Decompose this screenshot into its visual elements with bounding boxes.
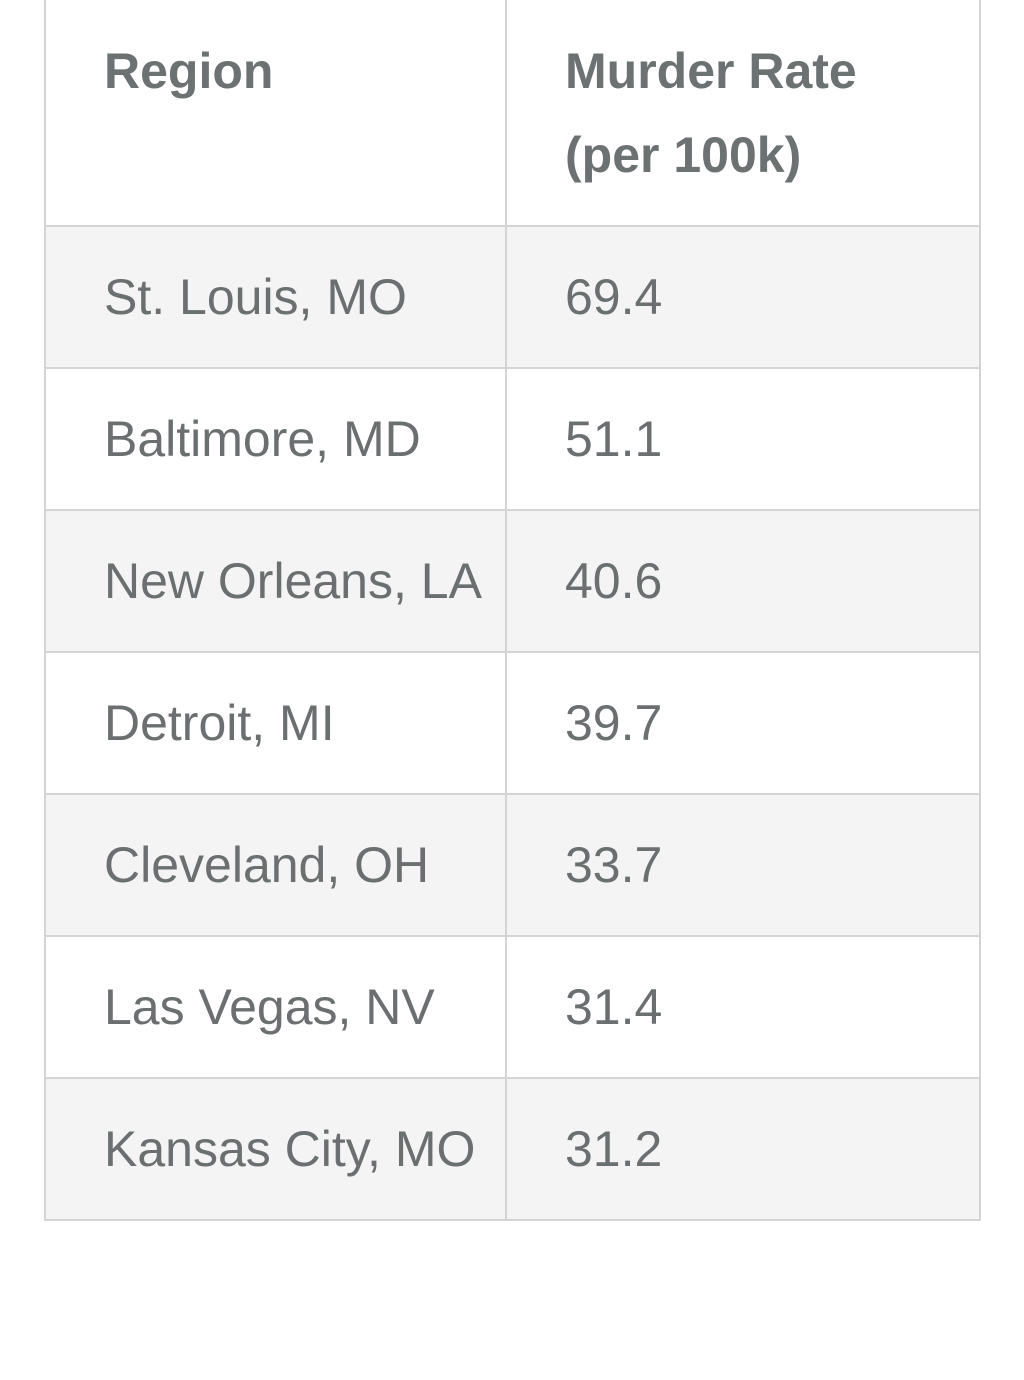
rate-cell: 31.4 (505, 935, 981, 1079)
table-row: Baltimore, MD 51.1 (44, 367, 981, 511)
header-row: Region Murder Rate (per 100k) (44, 0, 981, 227)
rate-cell: 51.1 (505, 367, 981, 511)
column-header-murder-rate: Murder Rate (per 100k) (505, 0, 981, 227)
region-cell: St. Louis, MO (44, 225, 507, 369)
table-row: Detroit, MI 39.7 (44, 651, 981, 795)
table-row: Cleveland, OH 33.7 (44, 793, 981, 937)
rate-cell: 31.2 (505, 1077, 981, 1221)
rate-cell: 40.6 (505, 509, 981, 653)
rate-cell: 39.7 (505, 651, 981, 795)
region-cell: Detroit, MI (44, 651, 507, 795)
region-cell: Las Vegas, NV (44, 935, 507, 1079)
table-row: New Orleans, LA 40.6 (44, 509, 981, 653)
region-cell: Kansas City, MO (44, 1077, 507, 1221)
column-header-region: Region (44, 0, 507, 227)
table-row: Kansas City, MO 31.2 (44, 1077, 981, 1221)
table-row: Las Vegas, NV 31.4 (44, 935, 981, 1079)
murder-rate-table: Region Murder Rate (per 100k) St. Louis,… (44, 0, 981, 1221)
rate-cell: 33.7 (505, 793, 981, 937)
table-row: St. Louis, MO 69.4 (44, 225, 981, 369)
table-body: St. Louis, MO 69.4 Baltimore, MD 51.1 Ne… (44, 225, 981, 1221)
table-header: Region Murder Rate (per 100k) (44, 0, 981, 227)
region-cell: Baltimore, MD (44, 367, 507, 511)
rate-cell: 69.4 (505, 225, 981, 369)
region-cell: Cleveland, OH (44, 793, 507, 937)
region-cell: New Orleans, LA (44, 509, 507, 653)
murder-rate-table-container: Region Murder Rate (per 100k) St. Louis,… (44, 0, 981, 1221)
